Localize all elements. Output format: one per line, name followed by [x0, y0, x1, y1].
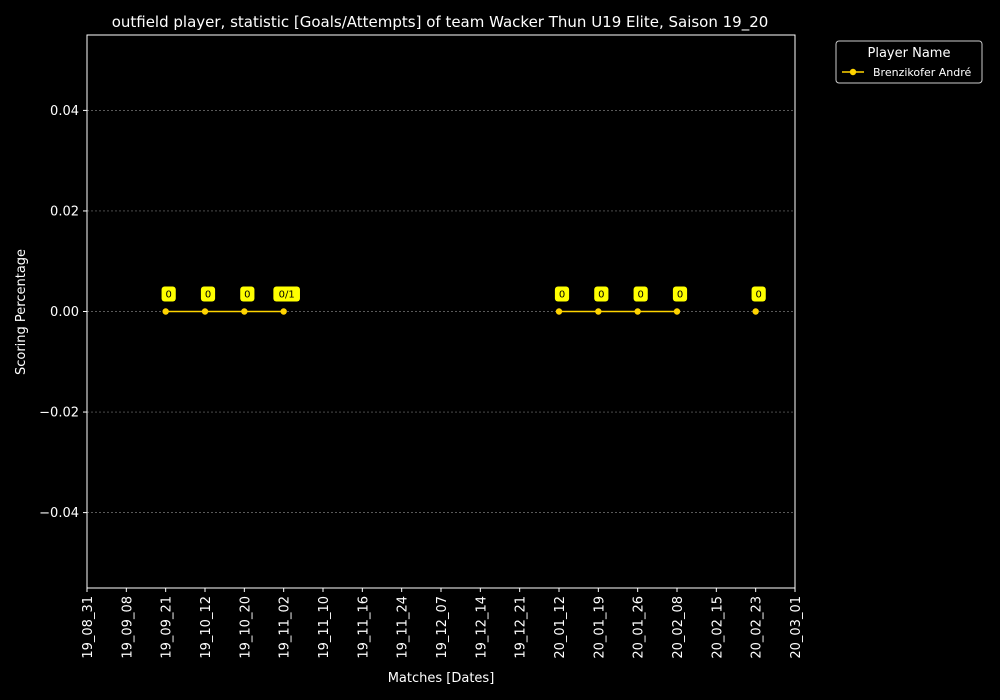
data-point: [595, 308, 602, 315]
x-tick-label: 19_11_16: [356, 596, 371, 659]
x-tick-label: 19_10_20: [238, 596, 253, 659]
y-axis: −0.04 −0.02 0.00 0.02 0.04: [39, 104, 87, 521]
x-tick-label: 19_10_12: [199, 596, 214, 659]
data-label-bg: [240, 286, 255, 302]
y-axis-label: Scoring Percentage: [14, 249, 29, 375]
data-label-bg: [594, 286, 609, 302]
x-axis: 19_08_31 19_09_08 19_09_21 19_10_12 19_10_20…: [81, 588, 804, 659]
x-tick-label: 20_01_12: [553, 596, 568, 659]
data-point: [201, 308, 209, 315]
data-label: 0: [637, 290, 643, 301]
chart-title: outfield player, statistic [Goals/Attemp…: [112, 13, 769, 32]
x-tick-label: 20_01_26: [632, 596, 647, 659]
data-label: 0: [755, 290, 761, 301]
x-tick-label: 19_11_02: [278, 596, 293, 659]
data-point: [555, 308, 563, 315]
x-tick-label: 20_02_15: [710, 596, 725, 659]
data-point: [241, 308, 248, 315]
data-label-bg: [273, 286, 300, 302]
legend: Player Name Brenzikofer André: [835, 40, 983, 84]
y-tick-label: 0.04: [50, 104, 79, 119]
legend-entry-label: Brenzikofer André: [873, 66, 972, 79]
x-tick-label: 19_12_21: [514, 596, 529, 659]
data-label: 0: [559, 290, 565, 301]
x-tick-label: 19_09_08: [120, 596, 135, 659]
data-point: [280, 308, 287, 315]
x-axis-label: Matches [Dates]: [388, 671, 495, 686]
data-point: [634, 308, 641, 315]
data-point: [752, 308, 759, 315]
x-tick-label: 19_11_24: [396, 596, 411, 659]
data-label: 0: [244, 290, 250, 301]
x-tick-label: 20_01_19: [592, 596, 607, 659]
x-tick-label: 19_09_21: [160, 596, 175, 659]
data-label-bg: [200, 286, 216, 302]
x-tick-label: 19_08_31: [81, 596, 96, 659]
data-label-bg: [554, 286, 570, 302]
legend-entries: Brenzikofer André: [842, 66, 972, 79]
data-label-bg: [672, 286, 688, 302]
y-tick-label: 0.00: [50, 305, 79, 320]
data-label: 0: [205, 290, 211, 301]
y-tick-label: −0.02: [39, 406, 79, 421]
data-label: 0: [598, 290, 604, 301]
data-label: 0: [677, 290, 683, 301]
data-label: 0: [165, 290, 171, 301]
data-label-bg: [633, 286, 648, 302]
x-tick-label: 20_03_01: [789, 596, 804, 659]
legend-title: Player Name: [868, 46, 951, 61]
data-point: [673, 308, 681, 315]
data-label-bg: [161, 286, 176, 302]
data-label-bg: [751, 286, 766, 302]
y-tick-label: −0.04: [39, 506, 79, 521]
x-tick-label: 19_12_14: [474, 596, 489, 659]
x-tick-label: 19_12_07: [435, 596, 450, 659]
series-layer: 0 0 0 0/1 0 0 0 0 0: [161, 286, 766, 315]
x-tick-label: 20_02_08: [671, 596, 686, 659]
data-point: [162, 308, 169, 315]
legend-frame: [835, 40, 983, 84]
y-tick-label: 0.02: [50, 204, 79, 219]
x-tick-label: 19_11_10: [317, 596, 332, 659]
x-tick-label: 20_02_23: [750, 596, 765, 659]
data-label: 0/1: [279, 290, 295, 301]
legend-marker: [849, 68, 857, 76]
